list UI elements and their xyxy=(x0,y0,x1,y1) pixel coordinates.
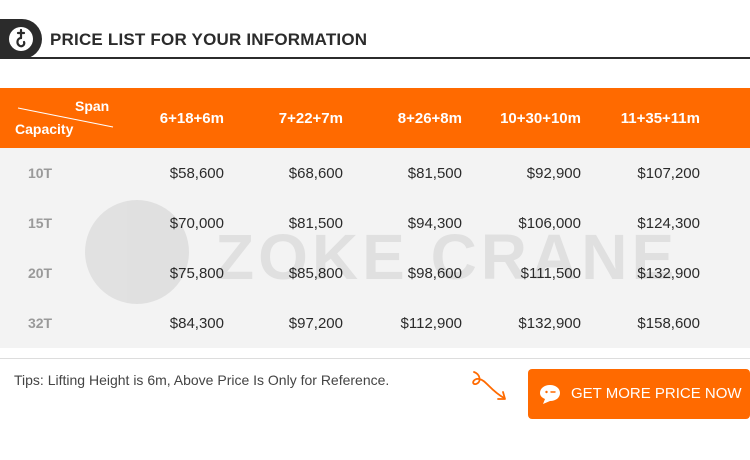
price-cell: $68,600 xyxy=(288,164,343,182)
curly-arrow-icon xyxy=(470,368,512,411)
table-row: 15T $70,000 $81,500 $94,300 $106,000 $12… xyxy=(0,198,750,248)
column-header: 11+35+11m xyxy=(620,109,700,127)
table-row: 10T $58,600 $68,600 $81,500 $92,900 $107… xyxy=(0,148,750,198)
table-row: 20T $75,800 $85,800 $98,600 $111,500 $13… xyxy=(0,248,750,298)
column-header: 10+30+10m xyxy=(500,109,581,127)
column-header: 8+26+8m xyxy=(397,109,462,127)
table-row: 32T $84,300 $97,200 $112,900 $132,900 $1… xyxy=(0,298,750,348)
price-cell: $81,500 xyxy=(407,164,462,182)
price-cell: $158,600 xyxy=(637,314,700,332)
column-header: 6+18+6m xyxy=(159,109,224,127)
price-cell: $98,600 xyxy=(407,264,462,282)
capacity-cell: 32T xyxy=(27,315,53,331)
table-body: 10T $58,600 $68,600 $81,500 $92,900 $107… xyxy=(0,148,750,348)
price-cell: $81,500 xyxy=(288,214,343,232)
header-divider xyxy=(0,57,750,59)
price-cell: $132,900 xyxy=(637,264,700,282)
footer-divider xyxy=(0,358,750,359)
get-more-price-button[interactable]: GET MORE PRICE NOW xyxy=(528,369,750,419)
price-cell: $124,300 xyxy=(637,214,700,232)
price-cell: $107,200 xyxy=(637,164,700,182)
capacity-cell: 15T xyxy=(27,215,53,231)
price-cell: $106,000 xyxy=(518,214,581,232)
tips-text: Tips: Lifting Height is 6m, Above Price … xyxy=(14,372,390,388)
price-cell: $85,800 xyxy=(288,264,343,282)
price-cell: $84,300 xyxy=(169,314,224,332)
price-cell: $94,300 xyxy=(407,214,462,232)
capacity-cell: 20T xyxy=(27,265,53,281)
table-header-row: Span Capacity 6+18+6m 7+22+7m 8+26+8m 10… xyxy=(0,88,750,148)
price-cell: $58,600 xyxy=(169,164,224,182)
price-cell: $75,800 xyxy=(169,264,224,282)
price-cell: $70,000 xyxy=(169,214,224,232)
corner-span-label: Span xyxy=(75,98,110,114)
capacity-cell: 10T xyxy=(27,165,53,181)
column-header: 7+22+7m xyxy=(278,109,343,127)
header-badge xyxy=(0,19,42,59)
chat-bubble-icon xyxy=(538,383,562,410)
price-cell: $132,900 xyxy=(518,314,581,332)
price-cell: $111,500 xyxy=(520,264,581,282)
get-more-price-label: GET MORE PRICE NOW xyxy=(571,385,742,402)
price-cell: $97,200 xyxy=(288,314,343,332)
price-cell: $112,900 xyxy=(400,314,462,332)
corner-capacity-label: Capacity xyxy=(15,121,74,137)
section-header: PRICE LIST FOR YOUR INFORMATION xyxy=(0,16,750,60)
corner-diagonal xyxy=(17,107,114,128)
page-title: PRICE LIST FOR YOUR INFORMATION xyxy=(50,30,368,49)
price-table: Span Capacity 6+18+6m 7+22+7m 8+26+8m 10… xyxy=(0,88,750,348)
table-corner-cell: Span Capacity xyxy=(0,88,120,148)
price-cell: $92,900 xyxy=(526,164,581,182)
